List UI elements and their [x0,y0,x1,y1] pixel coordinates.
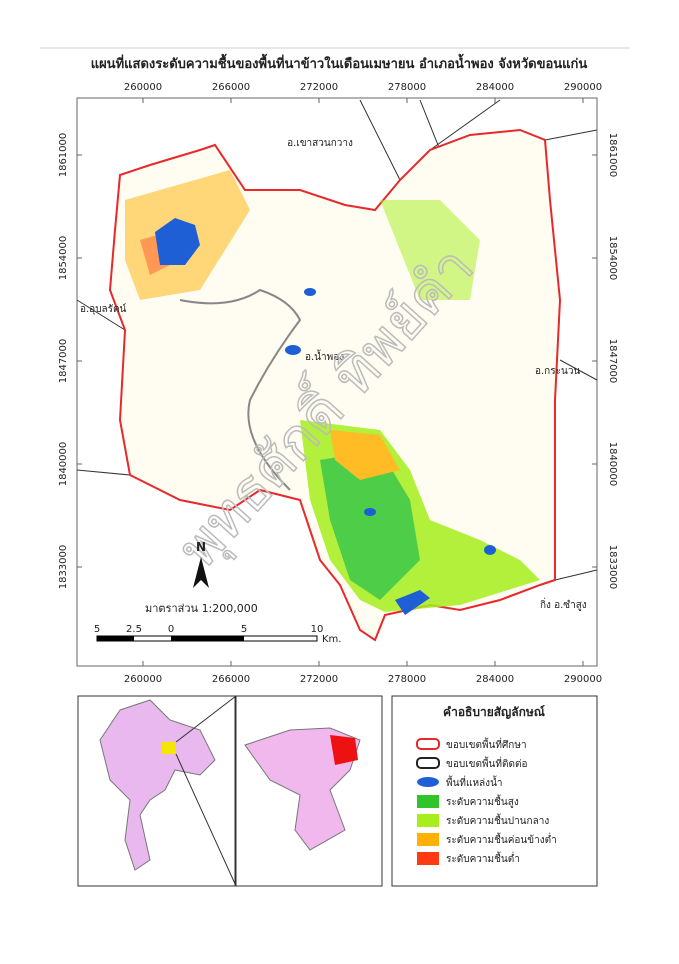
y-tick-label: 1840000 [58,442,69,487]
x-tick-label: 278000 [388,674,426,685]
scale-label: 5 [241,624,247,635]
legend-label: ระดับความชื้นสูง [446,794,519,808]
scale-text: มาตราส่วน 1:200,000 [145,602,258,615]
water [285,345,301,355]
y-tick-label: 1861000 [58,133,69,178]
x-tick-label: 284000 [476,82,514,93]
x-tick-label: 290000 [564,82,602,93]
legend: ขอบเขตพื้นที่ศึกษาขอบเขตพื้นที่ติดต่อพื้… [416,737,557,865]
water [484,545,496,555]
high-zone [320,450,420,600]
legend-swatch [417,777,439,787]
district-highlight [330,735,358,765]
scale-label: 2.5 [126,624,142,635]
scale-label: 10 [311,624,324,635]
adjacent-boundary [76,99,598,581]
legend-swatch [417,814,439,827]
x-tick-label: 266000 [212,82,250,93]
water [304,288,316,296]
place-label: อ.อุบลรัตน์ [80,303,127,315]
water [364,508,376,516]
scale-label: Km. [322,634,341,645]
y-tick-label: 1861000 [607,133,618,178]
moderate-zone [380,200,480,300]
y-tick-label: 1833000 [607,545,618,590]
legend-swatch [417,852,439,865]
scale-label: 5 [94,624,100,635]
river [179,288,302,491]
slightly-low-zone [330,430,400,480]
y-tick-label: 1840000 [607,442,618,487]
x-tick-label: 290000 [564,674,602,685]
legend-label: ขอบเขตพื้นที่ศึกษา [446,737,527,751]
scale-segment [171,636,244,641]
y-tick-label: 1847000 [607,339,618,384]
scale-bar [96,635,318,642]
x-tick-label: 272000 [300,82,338,93]
water [395,590,430,615]
scale-label: 0 [168,624,174,635]
connector [175,753,237,887]
x-tick-label: 278000 [388,82,426,93]
legend-label: ระดับความชื้นค่อนข้างต่ำ [446,832,557,846]
legend-label: ระดับความชื้นต่ำ [446,851,520,865]
title: แผนที่แสดงระดับความชื้นของพื้นที่นาข้าวใ… [91,53,588,72]
thailand [99,699,216,871]
legend-swatch [416,738,440,750]
legend-title: คำอธิบายสัญลักษณ์ [443,705,545,719]
north-arrow [193,557,209,588]
y-tick-label: 1847000 [58,339,69,384]
y-tick-label: 1854000 [58,236,69,281]
water [155,218,200,265]
legend-label: ขอบเขตพื้นที่ติดต่อ [446,756,527,770]
legend-swatch [416,757,440,769]
connector [175,695,237,743]
x-tick-label: 260000 [124,674,162,685]
y-tick-label: 1833000 [58,545,69,590]
x-tick-label: 266000 [212,674,250,685]
x-tick-label: 272000 [300,674,338,685]
place-label: อ.น้ำพอง [305,349,344,363]
north-label: N [196,540,206,554]
scale-segment [97,636,134,641]
water-bodies [155,218,496,615]
khon-kaen [244,727,361,851]
legend-swatch [417,795,439,808]
x-tick-label: 260000 [124,82,162,93]
y-tick-label: 1854000 [607,236,618,281]
x-tick-label: 284000 [476,674,514,685]
place-label: อ.กระนวน [535,366,580,377]
place-label: กิ่ง อ.ซำสูง [540,597,587,611]
province-highlight [162,742,176,754]
moisture-patches [125,170,540,612]
legend-label: พื้นที่แหล่งน้ำ [446,775,503,789]
legend-swatch [417,833,439,846]
legend-label: ระดับความชื้นปานกลาง [446,813,549,827]
place-label: อ.เขาสวนกวาง [287,138,353,149]
